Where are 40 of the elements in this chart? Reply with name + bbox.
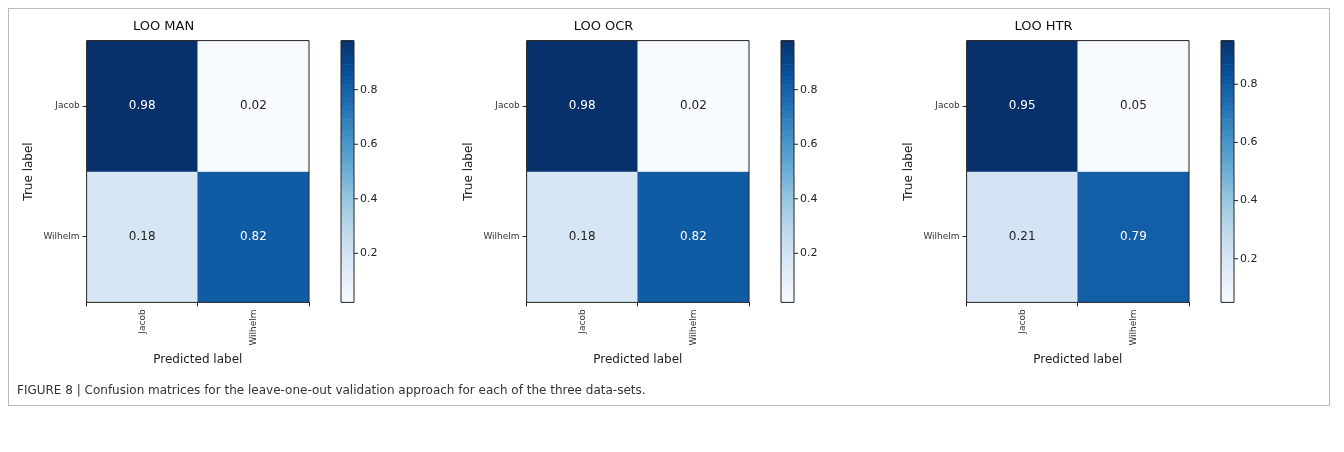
- y-axis-title: True label: [461, 142, 476, 202]
- color-bar-label: 0.4: [360, 191, 378, 205]
- data-label: 0.18: [128, 229, 156, 244]
- x-tick-label: Jacob: [1016, 309, 1027, 335]
- data-label: 0.02: [240, 98, 267, 113]
- data-label: 0.95: [1008, 98, 1036, 113]
- x-tick-label: Jacob: [576, 309, 587, 335]
- color-bar-label: 0.6: [1240, 135, 1258, 149]
- x-axis-title: Predicted label: [1033, 351, 1123, 366]
- color-bar-label: 0.4: [800, 191, 818, 205]
- data-label: 0.82: [680, 229, 707, 244]
- data-label: 0.21: [1008, 229, 1036, 244]
- color-bar-label: 0.8: [800, 82, 818, 96]
- color-bar-label: 0.6: [800, 137, 818, 151]
- color-bar-label: 0.6: [360, 137, 378, 151]
- color-bar-label: 0.8: [360, 82, 378, 96]
- data-label: 0.98: [128, 98, 156, 113]
- x-tick-label: Wilhelm: [247, 309, 258, 346]
- chart-title: LOO MAN: [132, 18, 195, 34]
- x-tick-label: Wilhelm: [687, 309, 698, 346]
- data-label: 0.18: [568, 229, 596, 244]
- chart-title: LOO HTR: [1014, 18, 1073, 34]
- color-bar-label: 0.2: [1240, 251, 1258, 265]
- data-label: 0.79: [1120, 229, 1147, 244]
- y-axis-title: True label: [21, 142, 36, 202]
- x-axis-title: Predicted label: [593, 351, 683, 366]
- chart-title: LOO OCR: [573, 18, 634, 34]
- data-label: 0.98: [568, 98, 596, 113]
- data-label: 0.05: [1120, 98, 1147, 113]
- y-axis-title: True label: [901, 142, 916, 202]
- data-label: 0.02: [680, 98, 707, 113]
- data-label: 0.82: [240, 229, 267, 244]
- caption: FIGURE 8 | Confusion matrices for the leave-one-out validation approach for each of the three data-sets.: [17, 383, 647, 397]
- color-bar-label: 0.2: [360, 246, 378, 260]
- x-tick-label: Jacob: [136, 309, 147, 335]
- color-bar-label: 0.8: [1240, 77, 1258, 91]
- x-tick-label: Wilhelm: [1127, 309, 1138, 346]
- color-bar-label: 0.4: [1240, 193, 1258, 207]
- x-axis-title: Predicted label: [153, 351, 243, 366]
- color-bar-label: 0.2: [800, 246, 818, 260]
